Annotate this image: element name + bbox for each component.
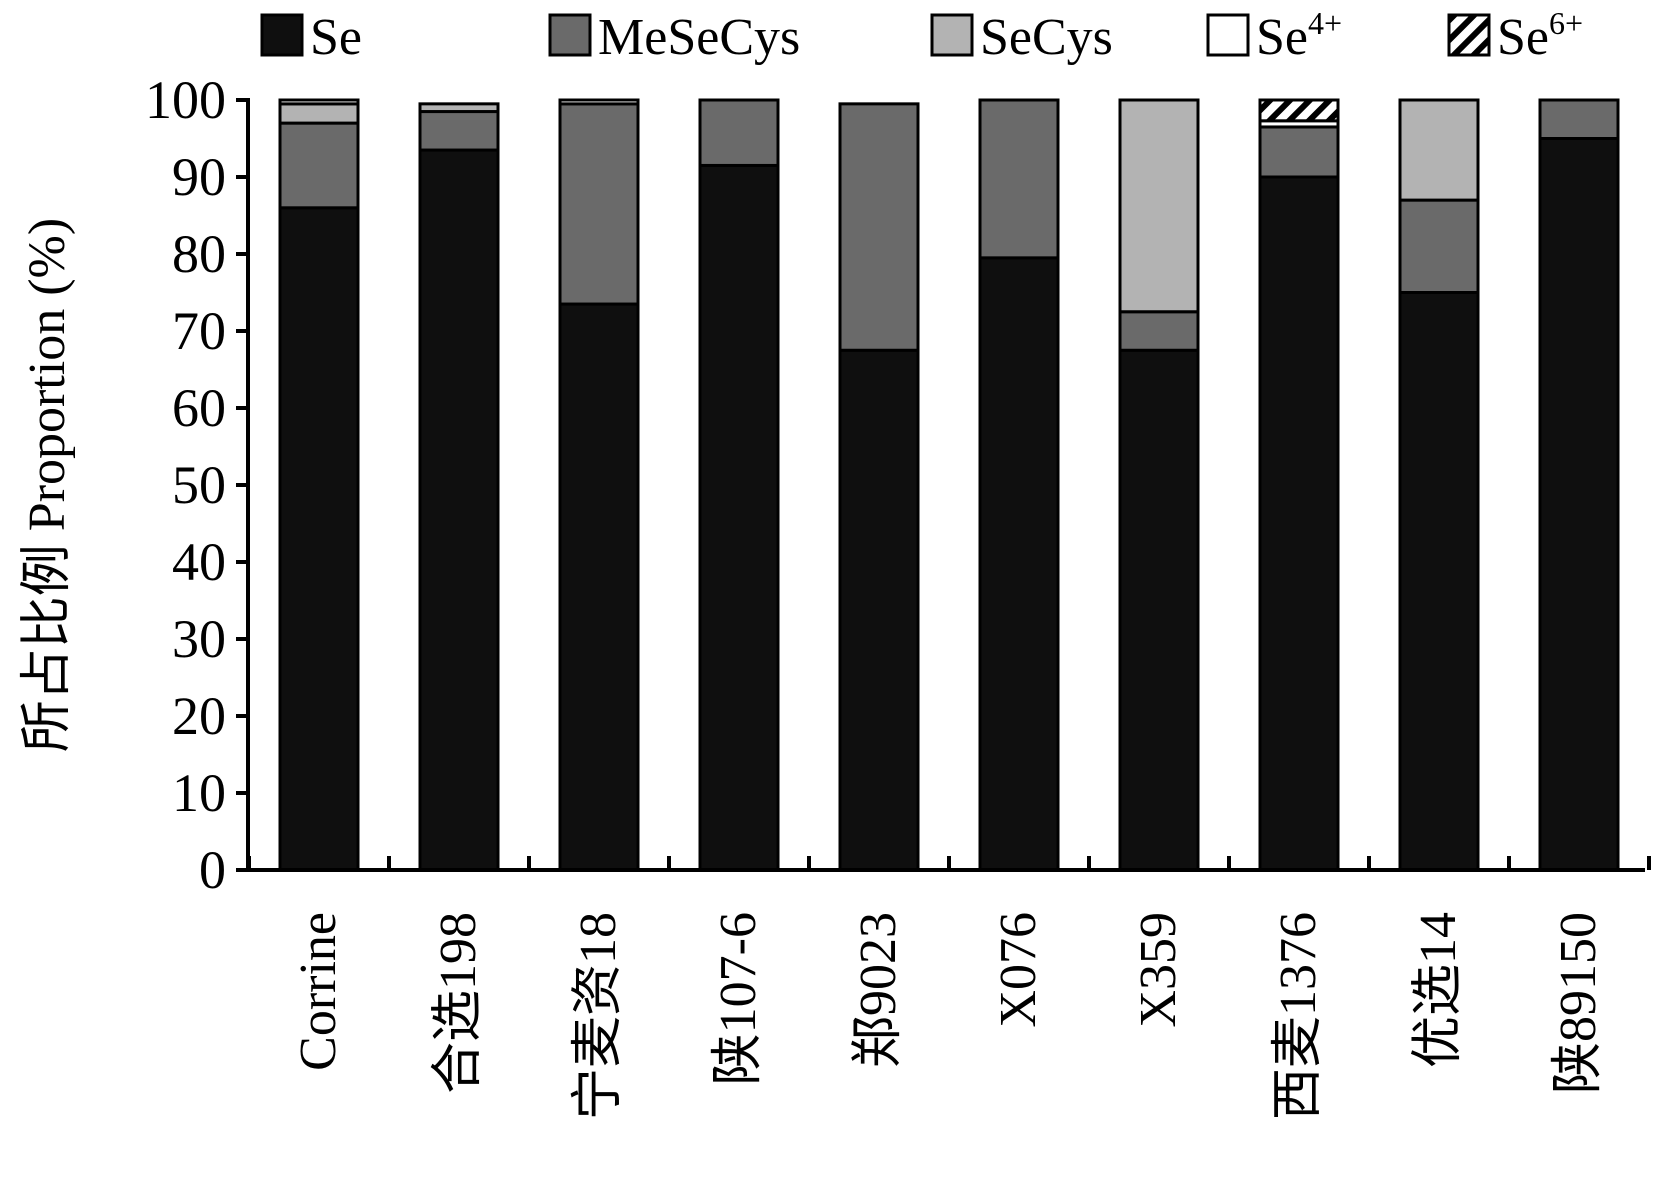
y-tick-label: 90 (172, 147, 226, 207)
y-axis-label: 所占比例 Proportion (%) (19, 218, 76, 752)
x-category-label: 陕107-6 (710, 912, 767, 1085)
bar-segment (278, 206, 360, 872)
x-category-label: Corrine (290, 912, 347, 1071)
y-tick-label: 30 (172, 609, 226, 669)
bar-segment (1118, 310, 1200, 352)
bar-segment (978, 256, 1060, 872)
x-category-label: X359 (1130, 912, 1187, 1028)
legend-swatch (930, 13, 974, 57)
bar-segment (978, 98, 1060, 260)
x-category-label: X076 (990, 912, 1047, 1028)
y-tick-label: 40 (172, 532, 226, 592)
x-category-label: 合选198 (430, 912, 487, 1094)
bar-segment (278, 102, 360, 125)
y-tick-label: 70 (172, 301, 226, 361)
bar-segment (558, 98, 640, 106)
bar-segment (838, 348, 920, 872)
legend-label: Se6+ (1497, 5, 1583, 66)
y-tick-label: 60 (172, 378, 226, 438)
legend-swatch (548, 13, 592, 57)
legend-label: SeCys (980, 9, 1113, 66)
legend-swatch (1447, 13, 1491, 57)
legend: Se MeSeCys SeCys Se4+ Se6+ (260, 5, 1583, 66)
y-tick-label: 20 (172, 686, 226, 746)
y-tick-label: 0 (199, 840, 226, 900)
bar-segment (1258, 175, 1340, 872)
bar-segment (1118, 98, 1200, 314)
bar-segment (1398, 291, 1480, 872)
bar-segment (1398, 198, 1480, 295)
bar-segment (1118, 348, 1200, 872)
bar-segment (278, 98, 360, 106)
y-tick-label: 100 (145, 70, 226, 130)
bar-segment (278, 121, 360, 210)
bar-segment (1258, 98, 1340, 123)
y-tick-label: 10 (172, 763, 226, 823)
x-category-label: 宁麦资18 (570, 912, 627, 1120)
bar-segment (698, 163, 780, 872)
legend-label: Se4+ (1256, 5, 1342, 66)
bar-segment (698, 98, 780, 167)
x-category-label: 西麦1376 (1270, 912, 1327, 1120)
x-category-label: 郑9023 (850, 912, 907, 1068)
bar-segment (558, 302, 640, 872)
bar-segment (558, 102, 640, 306)
y-tick-label: 80 (172, 224, 226, 284)
x-category-label: 优选14 (1410, 912, 1467, 1068)
legend-swatch (1206, 13, 1250, 57)
bar-segment (1538, 98, 1620, 140)
x-axis: Corrine 合选198 宁麦资18 陕107-6 郑9023 X076 X359 西麦13… (246, 856, 1651, 1120)
y-tick-label: 50 (172, 455, 226, 515)
legend-swatch (260, 13, 304, 57)
bar-segment (418, 110, 500, 152)
bar-segment (1538, 137, 1620, 872)
legend-label: MeSeCys (598, 9, 800, 66)
bar-segment (418, 102, 500, 114)
bar-segment (1398, 98, 1480, 202)
bar-segment (838, 102, 920, 352)
bar-segment (1258, 125, 1340, 179)
bar-segment (418, 148, 500, 872)
y-axis: 0 10 20 30 40 50 60 70 80 90 100 (145, 70, 250, 900)
bars (278, 98, 1620, 872)
x-category-label: 陕89150 (1550, 912, 1607, 1094)
legend-label: Se (310, 9, 362, 66)
